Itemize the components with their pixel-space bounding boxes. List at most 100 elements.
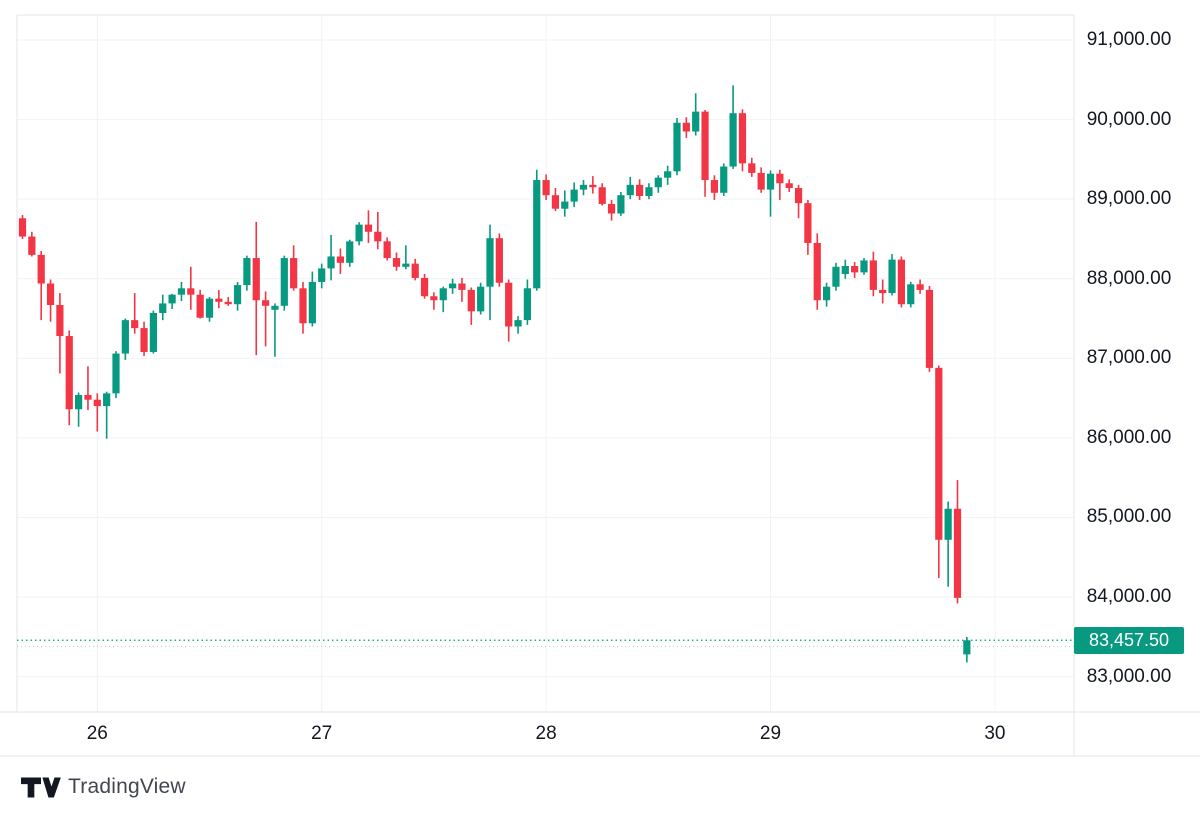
candle-body [65,336,73,410]
candle [907,281,915,308]
candle [486,224,494,321]
candle [420,273,429,299]
candle-body [177,288,186,295]
price-axis-label: 90,000.00 [1086,108,1172,130]
candle [570,182,578,208]
candle-body [318,268,326,282]
candle-body [327,256,335,269]
candle-body [383,241,391,259]
candle [626,176,634,200]
candle [46,279,55,322]
candle [262,291,270,347]
candle-body [187,288,195,295]
time-axis-label: 27 [311,723,333,744]
candle [252,221,260,356]
candle-body [46,283,55,306]
candle-body [168,294,176,304]
candle-body [579,184,588,190]
candle [533,169,541,291]
candle-body [420,277,429,297]
candle [551,188,560,212]
candle-body [215,298,223,302]
candle-body [103,393,111,407]
candle [757,167,765,193]
time-axis-label: 29 [759,723,782,744]
candle-wick [227,297,229,306]
candle-body [851,266,859,273]
candle [823,282,831,307]
candle-body [925,289,934,368]
candle-wick [405,245,407,270]
candle-body [701,111,709,181]
candle [841,259,849,279]
candle-body [458,283,466,290]
candle-body [233,285,242,305]
candle-body [402,263,410,267]
candle-body [617,195,625,214]
price-axis-label: 83,000.00 [1086,665,1172,687]
candle [93,393,101,432]
candle-wick [77,392,80,427]
candle-body [18,218,27,237]
candle [720,163,728,196]
candle-body [944,508,952,540]
candle [804,199,812,255]
candle [701,110,709,197]
chart-plot-area[interactable] [0,15,1074,712]
candle [813,233,821,310]
candle-body [523,288,531,321]
candle-body [682,122,690,132]
candle [336,248,344,274]
price-axis-label: 89,000.00 [1086,188,1172,210]
candle-body [804,203,812,243]
last-price-badge: 83,457.50 [1074,626,1184,654]
candle [364,210,373,243]
candle [963,636,971,663]
candle-body [598,187,606,204]
candle [449,278,457,294]
candle [523,279,531,325]
candle-body [149,312,157,352]
candle [860,258,868,275]
candle-wick [769,170,772,217]
candle [645,183,653,200]
candle [673,117,681,176]
candle-body [963,640,971,655]
time-axis-label: 28 [535,723,557,744]
candle-body [869,260,877,290]
candle-body [823,286,831,301]
candle [196,289,204,319]
candle-wick [96,393,99,432]
candle [851,262,859,278]
candle [879,279,887,304]
candle-body [505,282,513,327]
candle [514,316,522,334]
candle-body [374,231,382,242]
price-axis-label: 91,000.00 [1086,29,1172,50]
candle-body [477,286,485,312]
candle-body [748,163,756,173]
candle [65,330,73,426]
candle [140,321,148,356]
candle [776,169,784,200]
candle [495,233,503,287]
candle-body [953,508,962,598]
candle [617,192,625,216]
price-axis-label: 85,000.00 [1086,506,1172,528]
candle [243,255,251,291]
candle [299,281,307,334]
candle [589,176,597,194]
candle-wick [40,250,42,321]
candle [18,215,27,239]
candle-body [916,284,924,290]
candle-body [355,224,363,242]
tradingview-logo[interactable]: TradingView [21,775,186,799]
candle-body [308,281,316,324]
candle-wick [264,291,267,347]
candle [561,190,569,217]
candle-body [897,259,905,305]
candle [411,258,419,281]
candle [187,266,195,310]
candle [346,239,354,267]
candle [832,262,840,291]
